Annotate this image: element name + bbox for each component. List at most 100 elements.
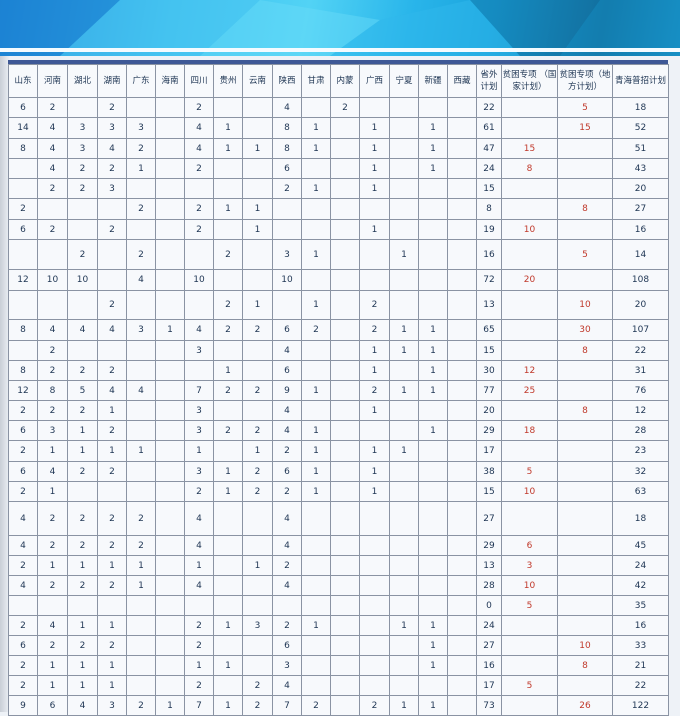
table-row: 0 5 35 xyxy=(8,595,669,616)
table-cell: 1 xyxy=(301,380,331,401)
table-cell: 1 xyxy=(184,440,214,462)
table-cell xyxy=(418,400,448,421)
table-cell: 29 xyxy=(476,420,502,441)
table-cell: 2 xyxy=(213,420,243,441)
table-cell xyxy=(447,695,477,716)
table-cell: 1 xyxy=(97,440,127,462)
table-cell xyxy=(557,555,613,576)
table-cell xyxy=(155,635,185,656)
table-row: 2 1 1 1 2 2 4 17 5 22 xyxy=(8,675,669,696)
column-header: 湖北 xyxy=(67,64,98,98)
table-row: 2 2 2 3 1 1 16 5 14 xyxy=(8,239,669,270)
table-cell: 2 xyxy=(67,635,98,656)
table-cell: 1 xyxy=(418,319,448,341)
table-cell: 43 xyxy=(612,158,669,179)
table-cell xyxy=(557,440,613,462)
table-cell xyxy=(447,97,477,118)
table-cell xyxy=(359,198,390,220)
table-row: 6 2 2 2 1 1 19 10 16 xyxy=(8,219,669,240)
table-cell xyxy=(97,595,127,616)
table-cell xyxy=(155,440,185,462)
table-cell: 13 xyxy=(476,290,502,320)
table-cell: 2 xyxy=(97,158,127,179)
table-cell xyxy=(242,595,273,616)
table-row: 12 10 10 4 10 10 72 20 108 xyxy=(8,269,669,291)
table-cell: 32 xyxy=(612,461,669,482)
table-cell: 1 xyxy=(301,461,331,482)
table-cell xyxy=(67,97,98,118)
table-cell xyxy=(418,269,448,291)
table-cell xyxy=(359,97,390,118)
table-row: 6 4 2 2 3 1 2 6 1 1 38 5 32 xyxy=(8,461,669,482)
table-cell xyxy=(301,501,331,536)
table-cell xyxy=(301,555,331,576)
table-cell xyxy=(389,400,419,421)
table-cell: 2 xyxy=(97,501,127,536)
table-cell: 2 xyxy=(301,695,331,716)
table-cell: 30 xyxy=(557,319,613,341)
table-cell xyxy=(501,117,558,139)
table-cell: 1 xyxy=(359,461,390,482)
table-cell: 7 xyxy=(272,695,302,716)
table-cell: 1 xyxy=(67,555,98,576)
table-cell xyxy=(447,535,477,556)
table-cell: 2 xyxy=(67,400,98,421)
table-cell xyxy=(301,97,331,118)
table-cell: 33 xyxy=(612,635,669,656)
table-cell xyxy=(447,420,477,441)
table-row: 2 1 1 1 1 1 3 1 16 8 21 xyxy=(8,655,669,676)
table-cell xyxy=(418,239,448,270)
table-cell: 1 xyxy=(359,219,390,240)
table-cell xyxy=(501,400,558,421)
table-cell: 2 xyxy=(213,380,243,401)
table-cell: 1 xyxy=(359,400,390,421)
table-cell xyxy=(447,178,477,199)
table-cell xyxy=(389,555,419,576)
table-cell: 4 xyxy=(37,117,68,139)
table-cell: 2 xyxy=(330,97,360,118)
table-cell xyxy=(213,535,243,556)
table-cell: 1 xyxy=(389,615,419,636)
table-cell xyxy=(447,239,477,270)
table-cell: 76 xyxy=(612,380,669,401)
table-cell: 77 xyxy=(476,380,502,401)
table-row: 9 6 4 3 2 1 7 1 2 7 2 2 1 1 73 26 122 xyxy=(8,695,669,716)
table-cell xyxy=(501,501,558,536)
table-cell: 6 xyxy=(272,635,302,656)
table-cell: 2 xyxy=(37,575,68,596)
table-cell xyxy=(126,615,156,636)
table-cell: 1 xyxy=(97,655,127,676)
table-cell: 4 xyxy=(37,319,68,341)
table-cell xyxy=(330,595,360,616)
table-cell xyxy=(155,655,185,676)
table-cell: 4 xyxy=(97,138,127,159)
table-cell: 2 xyxy=(359,319,390,341)
table-cell: 107 xyxy=(612,319,669,341)
table-cell: 3 xyxy=(242,615,273,636)
table-row: 2 1 2 1 2 2 1 1 15 10 63 xyxy=(8,481,669,502)
table-cell: 5 xyxy=(557,97,613,118)
column-header: 广西 xyxy=(359,64,390,98)
table-cell: 3 xyxy=(501,555,558,576)
table-cell: 1 xyxy=(37,655,68,676)
table-cell: 0 xyxy=(476,595,502,616)
table-cell xyxy=(184,595,214,616)
table-cell xyxy=(8,290,38,320)
table-cell: 20 xyxy=(501,269,558,291)
table-cell xyxy=(359,555,390,576)
table-cell xyxy=(213,340,243,361)
table-cell xyxy=(389,360,419,381)
table-cell xyxy=(155,575,185,596)
table-cell: 2 xyxy=(97,420,127,441)
table-cell xyxy=(557,461,613,482)
table-cell xyxy=(97,269,127,291)
table-cell xyxy=(155,535,185,556)
table-cell: 1 xyxy=(418,138,448,159)
table-cell: 1 xyxy=(213,615,243,636)
table-cell: 2 xyxy=(126,138,156,159)
table-cell xyxy=(155,380,185,401)
table-cell: 10 xyxy=(557,290,613,320)
table-cell: 4 xyxy=(37,461,68,482)
table-cell xyxy=(330,290,360,320)
table-cell xyxy=(418,178,448,199)
